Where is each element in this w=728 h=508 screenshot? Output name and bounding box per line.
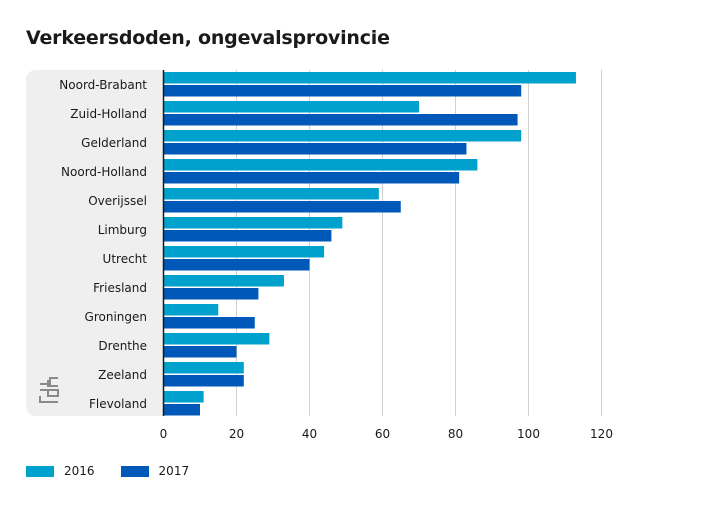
bar-2016-Friesland <box>163 275 284 287</box>
category-label: Groningen <box>85 310 147 324</box>
bar-2016-Flevoland <box>163 391 204 403</box>
category-label: Noord-Holland <box>61 165 147 179</box>
category-label: Zeeland <box>98 368 147 382</box>
bars <box>163 72 576 416</box>
bar-2016-Overijssel <box>163 188 379 200</box>
bar-2017-Drenthe <box>163 346 237 358</box>
bar-2017-Noord-Brabant <box>163 85 522 97</box>
bar-2016-Zeeland <box>163 362 244 374</box>
bar-2017-Zeeland <box>163 375 244 387</box>
bar-2017-Groningen <box>163 317 255 329</box>
category-label: Utrecht <box>103 252 148 266</box>
category-label: Zuid-Holland <box>70 107 147 121</box>
category-label: Noord-Brabant <box>59 78 147 92</box>
bar-2016-Drenthe <box>163 333 270 345</box>
legend-item-2017: 2017 <box>120 464 190 478</box>
bar-2017-Limburg <box>163 230 332 242</box>
x-tick-label: 100 <box>517 427 540 441</box>
x-tick-labels: 0 20 40 60 80 100 120 <box>160 427 613 441</box>
grid-lines <box>236 70 602 416</box>
bar-2016-Groningen <box>163 304 219 316</box>
category-label: Friesland <box>93 281 147 295</box>
cbs-logo-icon <box>39 377 59 403</box>
category-label: Overijssel <box>88 194 147 208</box>
legend-label-2017: 2017 <box>158 464 190 478</box>
category-labels: Noord-Brabant Zuid-Holland Gelderland Noord… <box>59 78 147 411</box>
legend-swatch-2016 <box>26 465 54 477</box>
bar-2017-Noord-Holland <box>163 172 460 184</box>
x-tick-label: 60 <box>375 427 390 441</box>
bar-2016-Zuid-Holland <box>163 101 419 113</box>
bar-2017-Overijssel <box>163 201 401 213</box>
bar-2016-Noord-Holland <box>163 159 478 171</box>
category-label: Gelderland <box>81 136 147 150</box>
bar-2016-Limburg <box>163 217 343 229</box>
bar-2017-Zuid-Holland <box>163 114 518 126</box>
x-tick-label: 20 <box>229 427 244 441</box>
x-tick-label: 80 <box>448 427 463 441</box>
bar-2017-Utrecht <box>163 259 310 271</box>
bar-2016-Utrecht <box>163 246 325 258</box>
bar-2017-Friesland <box>163 288 259 300</box>
x-tick-label: 120 <box>590 427 613 441</box>
bar-2016-Noord-Brabant <box>163 72 576 84</box>
bar-2017-Gelderland <box>163 143 467 155</box>
category-label: Flevoland <box>89 397 147 411</box>
x-tick-label: 0 <box>160 427 168 441</box>
legend: 2016 2017 <box>26 464 215 478</box>
category-label-panel <box>26 70 163 416</box>
bar-2016-Gelderland <box>163 130 522 142</box>
x-tick-label: 40 <box>302 427 317 441</box>
category-label: Drenthe <box>98 339 147 353</box>
legend-item-2016: 2016 <box>26 464 95 478</box>
chart-title: Verkeersdoden, ongevalsprovincie <box>26 27 390 49</box>
category-label: Limburg <box>98 223 147 237</box>
legend-label-2016: 2016 <box>64 464 95 478</box>
bar-2017-Flevoland <box>163 404 200 416</box>
legend-swatch-2017 <box>120 465 149 477</box>
